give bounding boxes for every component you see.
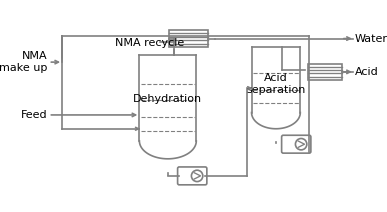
Text: Acid
separation: Acid separation xyxy=(246,73,306,95)
Text: Dehydration: Dehydration xyxy=(133,94,202,104)
Bar xyxy=(170,30,209,47)
Text: Feed: Feed xyxy=(21,110,48,120)
Text: NMA recycle: NMA recycle xyxy=(115,38,185,48)
Bar xyxy=(308,64,342,80)
Text: Acid: Acid xyxy=(355,67,378,77)
Text: NMA
make up: NMA make up xyxy=(0,51,48,73)
Text: Water: Water xyxy=(355,33,387,43)
